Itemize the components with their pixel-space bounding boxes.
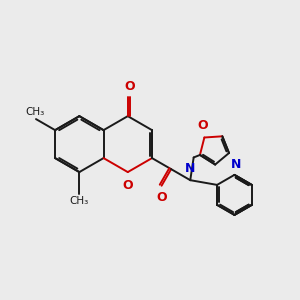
Text: O: O xyxy=(156,191,167,204)
Text: O: O xyxy=(198,119,208,132)
Text: O: O xyxy=(122,178,133,192)
Text: CH₃: CH₃ xyxy=(25,107,44,117)
Text: N: N xyxy=(231,158,241,171)
Text: N: N xyxy=(185,162,195,175)
Text: CH₃: CH₃ xyxy=(70,196,89,206)
Text: O: O xyxy=(124,80,135,93)
